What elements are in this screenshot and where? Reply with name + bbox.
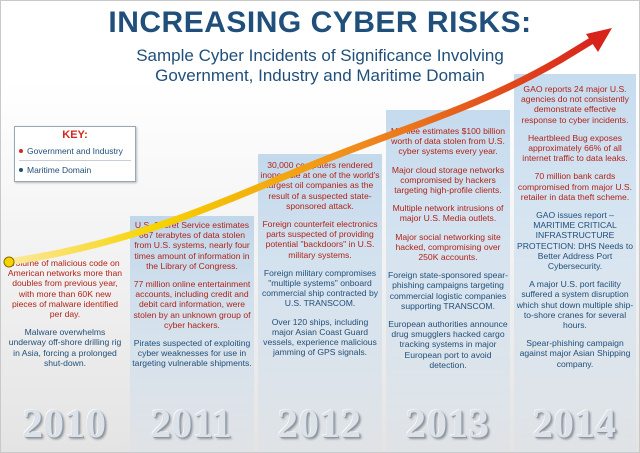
incident-entry: Over 120 ships, including major Asian Co… bbox=[263, 316, 377, 358]
incident-entry: GAO reports 24 major U.S. agencies do no… bbox=[521, 84, 629, 125]
arrow-start-dot bbox=[3, 256, 15, 268]
legend-title: KEY: bbox=[62, 129, 88, 141]
year-entries-2011: U.S. Secret Service estimates 867 teraby… bbox=[132, 220, 252, 377]
year-column-2013: McAfee estimates $100 billion worth of d… bbox=[386, 0, 510, 453]
year-column-2014: GAO reports 24 major U.S. agencies do no… bbox=[514, 0, 636, 453]
incident-entry: Malware overwhelms underway off-shore dr… bbox=[8, 327, 122, 368]
year-column-shade bbox=[258, 154, 382, 453]
incident-entry: A major U.S. port facility suffered a sy… bbox=[516, 279, 634, 331]
incident-entry: Foreign military compromises "multiple s… bbox=[261, 267, 379, 309]
legend-label: Maritime Domain bbox=[27, 165, 92, 175]
legend-key: KEY: Government and Industry Maritime Do… bbox=[14, 126, 136, 182]
year-column-2011: U.S. Secret Service estimates 867 teraby… bbox=[130, 0, 254, 453]
year-label-2013: 2013 bbox=[406, 401, 490, 446]
incident-entry: Pirates suspected of exploiting cyber we… bbox=[132, 338, 252, 369]
incident-entry: Heartbleed Bug exposes approximately 66%… bbox=[522, 132, 628, 164]
arrow-head bbox=[586, 28, 612, 52]
year-label-2012: 2012 bbox=[278, 401, 362, 446]
red-dot-icon bbox=[19, 149, 23, 153]
legend-label: Government and Industry bbox=[27, 146, 123, 156]
year-column-shade bbox=[514, 74, 636, 453]
incident-entry: Volume of malicious code on American net… bbox=[7, 258, 123, 320]
year-entries-2014: GAO reports 24 major U.S. agencies do no… bbox=[516, 84, 634, 377]
year-label-2010: 2010 bbox=[23, 401, 107, 446]
legend-item-maritime: Maritime Domain bbox=[15, 161, 135, 179]
incident-entry: Foreign state-sponsored spear-phishing c… bbox=[388, 270, 508, 311]
page-subtitle: Sample Cyber Incidents of Significance I… bbox=[0, 46, 640, 86]
legend-divider bbox=[19, 160, 131, 161]
incident-entry: 77 million online entertainment accounts… bbox=[133, 279, 251, 330]
year-column-shade bbox=[130, 216, 254, 453]
blue-dot-icon bbox=[19, 168, 23, 172]
arrow-body bbox=[4, 34, 600, 266]
year-entries-2013: McAfee estimates $100 billion worth of d… bbox=[388, 126, 508, 378]
incident-entry: GAO issues report – MARITIME CRITICAL IN… bbox=[516, 210, 634, 272]
subtitle-line-2: Government, Industry and Maritime Domain bbox=[155, 66, 485, 85]
incident-entry: European authorities announce drug smugg… bbox=[388, 319, 508, 370]
subtitle-line-1: Sample Cyber Incidents of Significance I… bbox=[136, 46, 504, 65]
page-title: INCREASING CYBER RISKS: bbox=[108, 6, 532, 39]
incident-entry: 70 million bank cards compromised from m… bbox=[517, 171, 633, 202]
incident-entry: U.S. Secret Service estimates 867 teraby… bbox=[134, 220, 250, 271]
incident-entry: Multiple network intrusions of major U.S… bbox=[392, 203, 504, 224]
year-label-2014: 2014 bbox=[533, 401, 617, 446]
legend-item-government: Government and Industry bbox=[15, 142, 135, 160]
year-entries-2010: Volume of malicious code on American net… bbox=[6, 258, 124, 376]
incident-entry: Foreign counterfeit electronics parts su… bbox=[262, 219, 378, 260]
incident-entry: Spear-phishing campaign against major As… bbox=[519, 338, 631, 369]
incident-entry: McAfee estimates $100 billion worth of d… bbox=[390, 126, 506, 157]
year-column-2010: Volume of malicious code on American net… bbox=[4, 0, 126, 453]
year-label-2011: 2011 bbox=[151, 401, 233, 446]
incident-entry: Major cloud storage networks compromised… bbox=[391, 164, 505, 196]
incident-entry: Major social networking site hacked, com… bbox=[395, 231, 501, 263]
year-column-shade bbox=[386, 110, 510, 453]
